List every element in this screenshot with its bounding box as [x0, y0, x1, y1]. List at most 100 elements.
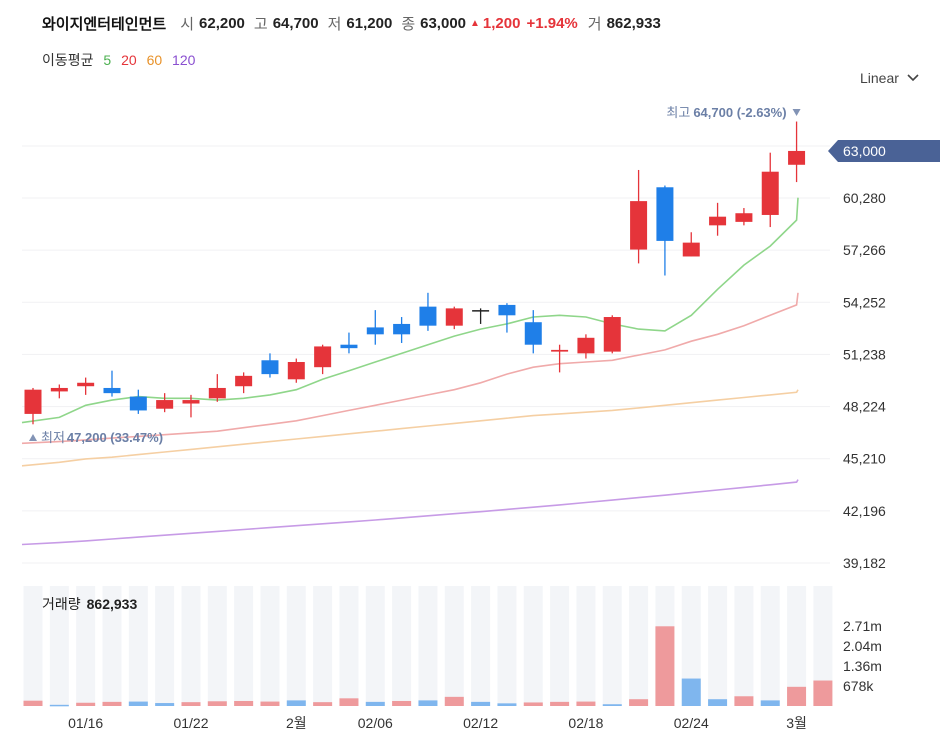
ma5-legend[interactable]: 5	[103, 52, 112, 68]
candle-body	[182, 400, 200, 404]
volume-background-bar	[102, 586, 122, 706]
price-tick-label: 60,280	[843, 190, 886, 206]
volume-background-bar	[365, 586, 385, 706]
candle-body	[761, 171, 779, 215]
volume-bar	[102, 701, 122, 706]
stock-name: 와이지엔터테인먼트	[42, 15, 167, 33]
low-annotation: 최저 47,200 (33.47%)	[41, 430, 163, 445]
ma5-line	[21, 197, 799, 424]
volume-bar	[444, 696, 464, 706]
candle-body	[472, 310, 490, 312]
candle-body	[656, 187, 674, 241]
volume-bar	[155, 703, 175, 706]
volume-background-bar	[23, 586, 43, 706]
volume-tick-label: 1.36m	[843, 658, 882, 674]
ma120-legend[interactable]: 120	[172, 52, 196, 68]
volume-background-bar	[49, 586, 69, 706]
volume-background-bar	[339, 586, 359, 706]
high-value: 64,700	[272, 14, 319, 32]
volume-bar	[339, 698, 359, 706]
price-tick-label: 54,252	[843, 294, 886, 310]
volume-background-bar	[787, 586, 807, 706]
candle-body	[498, 304, 516, 316]
candle-body	[603, 317, 621, 352]
up-triangle-icon	[29, 434, 37, 441]
date-tick-label: 02/18	[568, 715, 603, 731]
candle-body	[366, 327, 384, 335]
date-tick-label: 01/16	[68, 715, 103, 731]
volume-bar	[734, 696, 754, 706]
low-annotation-prefix: 최저	[41, 430, 65, 445]
volume-background-bar	[813, 586, 833, 706]
grid-lines	[22, 145, 830, 564]
volume-background-bar	[550, 586, 570, 706]
volume-bar	[260, 701, 280, 706]
candle-body	[735, 213, 753, 222]
volume-panel-title: 거래량	[42, 596, 81, 612]
moving-average-legend: 이동평균 5 20 60 120	[42, 50, 201, 70]
volume-bar	[365, 701, 385, 706]
volume-bar	[207, 701, 227, 706]
volume-bar	[49, 704, 69, 707]
candle-body	[682, 242, 700, 257]
volume-background-bar	[181, 586, 201, 706]
down-triangle-icon	[792, 109, 801, 116]
chart-annotations: 최고 64,700 (-2.63%) 최저 47,200 (33.47%)	[29, 105, 801, 445]
candle-body	[261, 360, 279, 375]
low-label: 저	[327, 15, 342, 33]
volume-bar	[523, 702, 543, 706]
high-annotation-value: 64,700 (-2.63%)	[693, 105, 786, 120]
volume-bar	[550, 701, 570, 706]
volume-value: 862,933	[606, 14, 661, 32]
volume-background-bar	[392, 586, 412, 706]
volume-tick-label: 2.04m	[843, 638, 882, 654]
up-triangle-icon: ▲	[470, 17, 480, 29]
date-tick-label: 2월	[286, 715, 307, 731]
price-tick-label: 48,224	[843, 399, 886, 415]
volume-bar	[681, 678, 701, 706]
volume-background-bar	[760, 586, 780, 706]
chevron-down-icon	[907, 74, 919, 82]
price-axis: 39,182 42,196 45,210 48,224 51,238 54,252 57,2…	[828, 139, 940, 571]
candle-body	[77, 382, 95, 387]
volume-background-bar	[629, 586, 649, 706]
ma60-line	[21, 389, 799, 467]
ma20-legend[interactable]: 20	[121, 52, 137, 68]
date-tick-label: 01/22	[173, 715, 208, 731]
candle-body	[50, 387, 68, 392]
volume-bar	[181, 702, 201, 706]
low-value: 61,200	[346, 14, 393, 32]
volume-bar	[313, 702, 333, 706]
volume-tick-label: 678k	[843, 678, 874, 694]
candle-body	[445, 308, 463, 326]
volume-axis: 678k 1.36m 2.04m 2.71m	[843, 618, 882, 694]
volume-bar	[787, 686, 807, 706]
volume-background-bar	[207, 586, 227, 706]
price-tick-label: 45,210	[843, 451, 886, 467]
scale-selector[interactable]: Linear	[860, 70, 919, 86]
volume-bar	[760, 700, 780, 706]
volume-bar	[471, 701, 491, 706]
volume-bar	[286, 700, 306, 706]
candle-body	[24, 389, 42, 414]
volume-background-bar	[418, 586, 438, 706]
high-annotation-prefix: 최고	[666, 105, 690, 120]
candle-body	[235, 375, 253, 387]
volume-background-bar	[313, 586, 333, 706]
volume-background-bar	[260, 586, 280, 706]
volume-bar	[708, 699, 728, 706]
volume-background-bar	[234, 586, 254, 706]
current-price-label: 63,000	[843, 143, 886, 159]
volume-bar	[576, 701, 596, 706]
volume-bar	[629, 699, 649, 706]
volume-bar	[418, 700, 438, 706]
ma120-line	[21, 479, 799, 546]
price-tick-label: 57,266	[843, 242, 886, 258]
candle-body	[709, 216, 727, 226]
ma20-line	[21, 292, 799, 445]
volume-label: 거	[587, 15, 602, 33]
volume-background-bar	[471, 586, 491, 706]
ma60-legend[interactable]: 60	[146, 52, 163, 68]
date-tick-label: 3월	[786, 715, 807, 731]
